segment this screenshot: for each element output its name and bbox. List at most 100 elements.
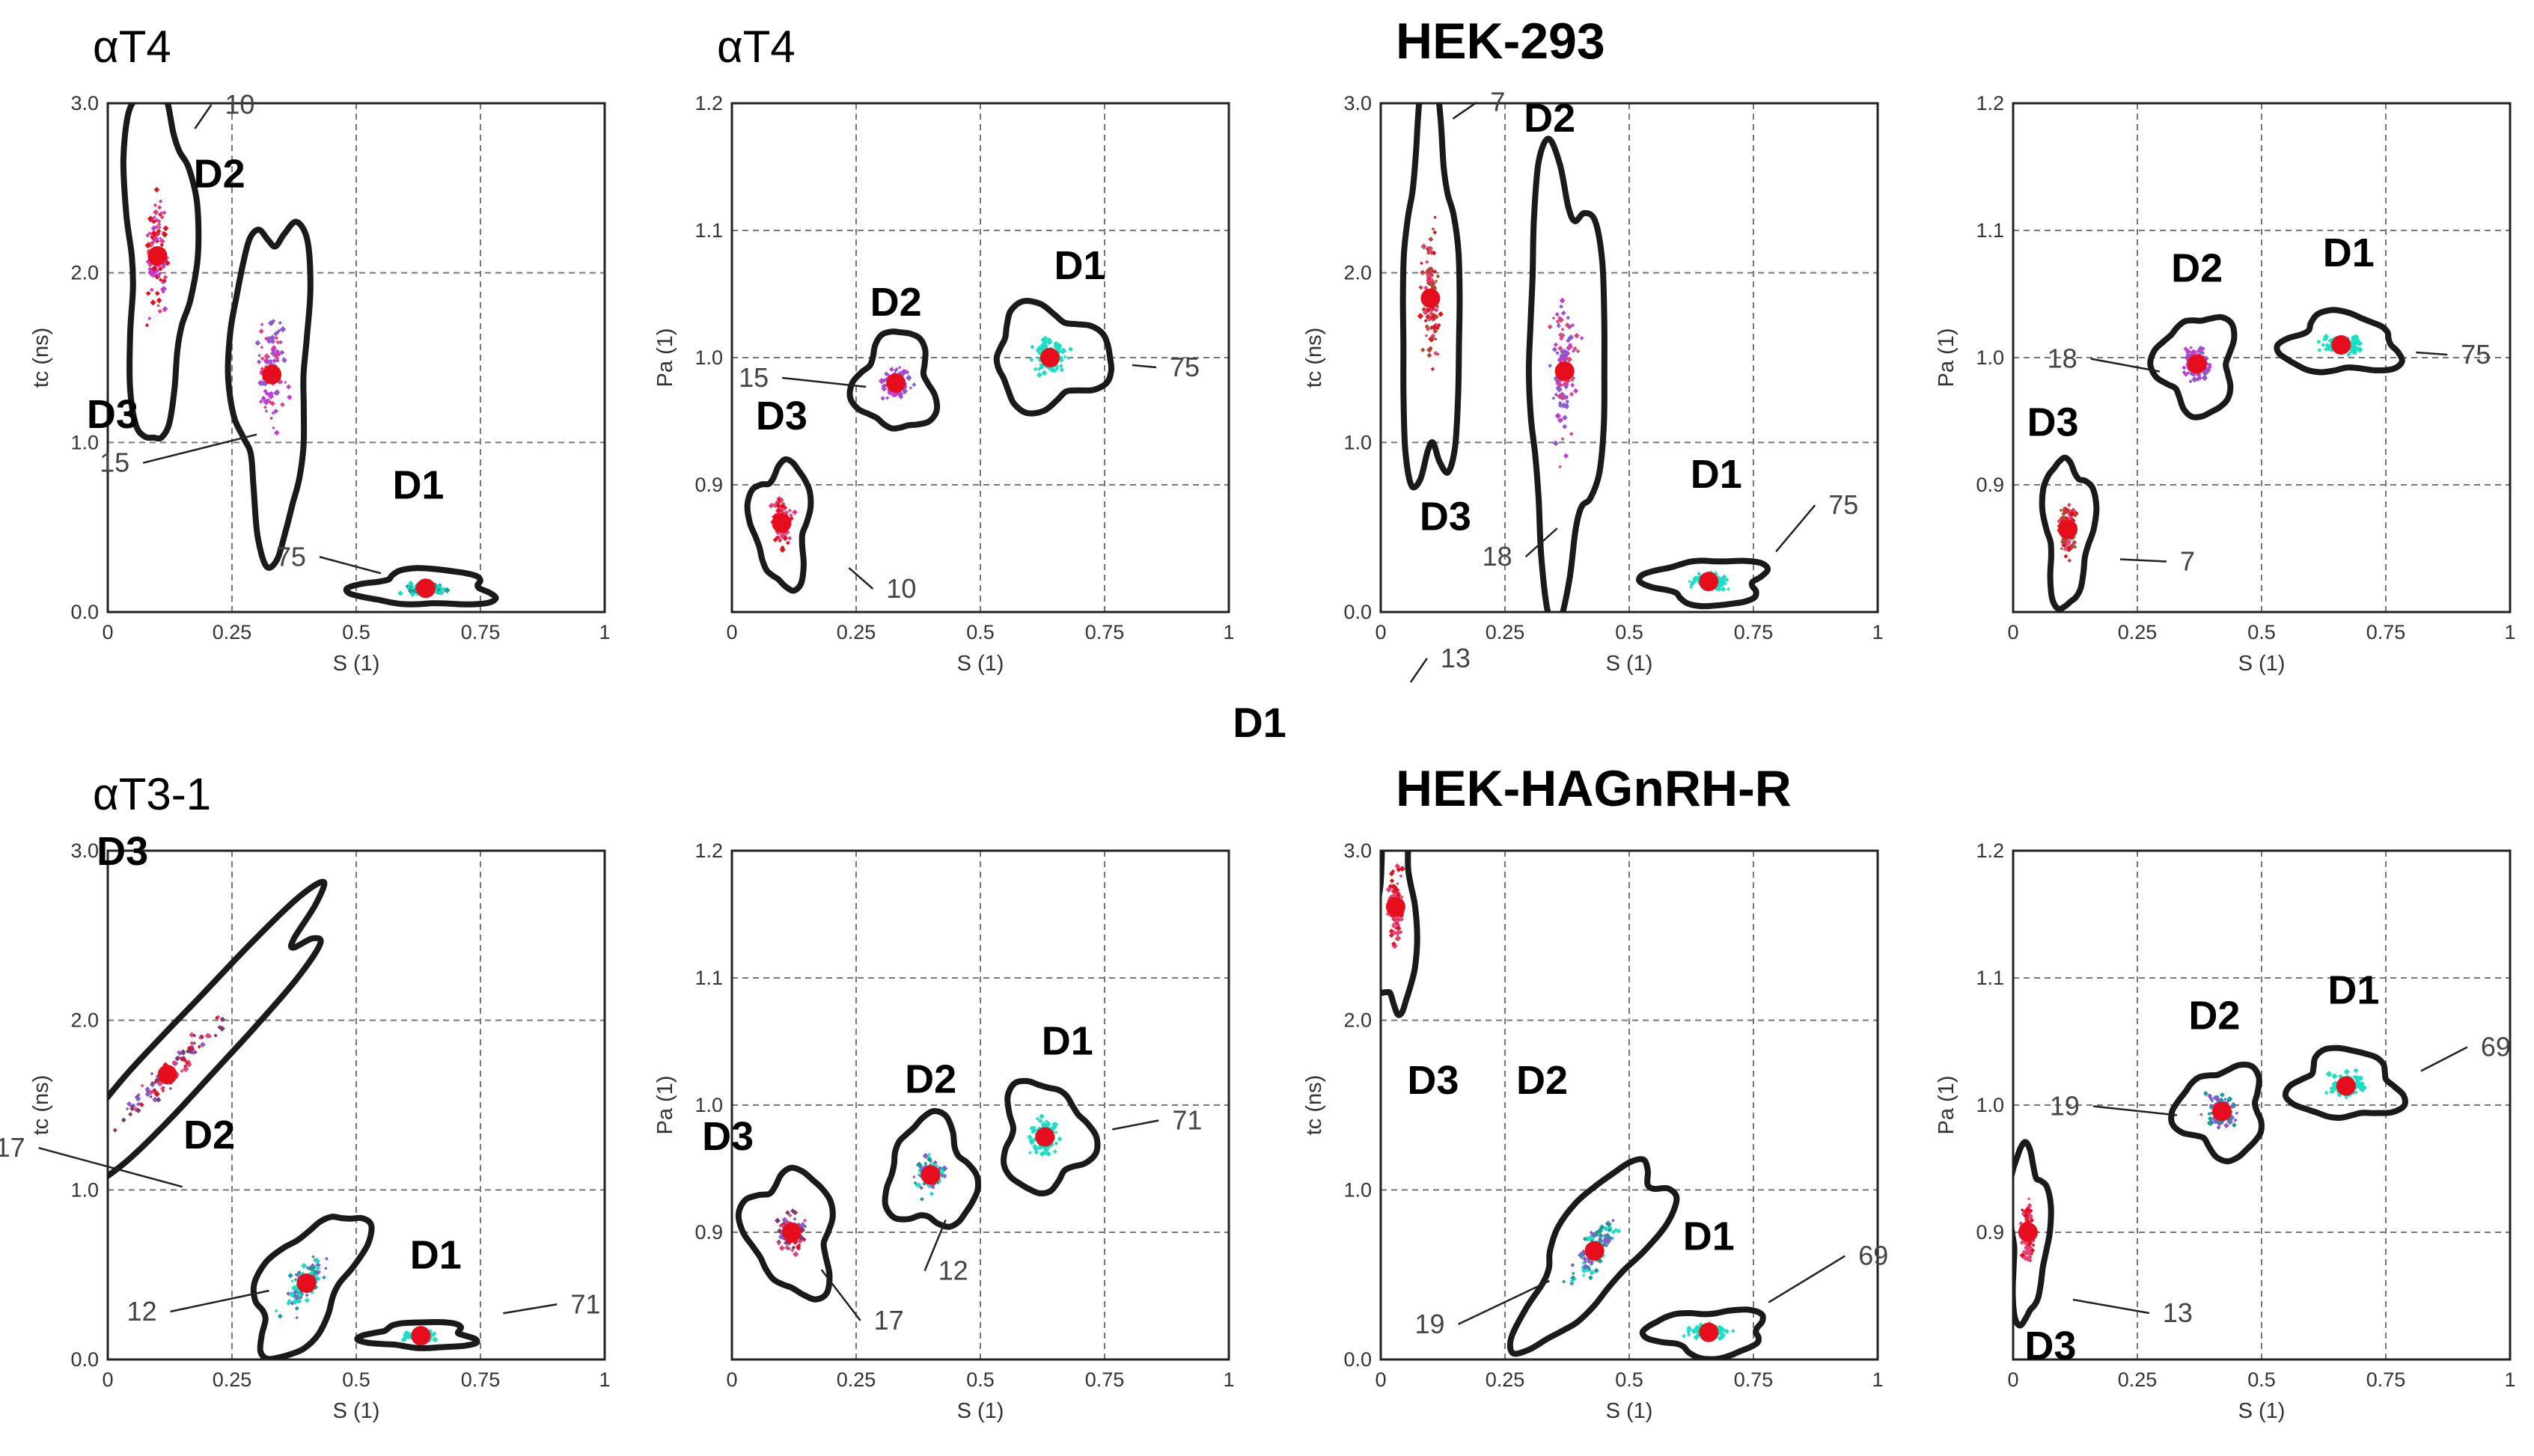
cluster-count: 75 (1828, 489, 1858, 520)
y-tick-label: 1.2 (1976, 839, 2004, 862)
data-point (916, 1161, 923, 1168)
cluster-outline-d3 (2039, 454, 2100, 612)
x-tick-label: 1 (2504, 1368, 2515, 1391)
y-tick-label: 1.0 (70, 1178, 99, 1201)
data-point (1557, 400, 1563, 406)
data-point (1720, 1332, 1727, 1339)
data-point (145, 233, 150, 238)
data-point (881, 383, 888, 389)
data-point (290, 1279, 294, 1283)
data-point (278, 340, 284, 345)
centroid-d3 (2018, 1223, 2038, 1242)
data-point (1553, 440, 1559, 447)
cluster-outline-d2 (250, 1214, 375, 1359)
data-point (260, 356, 265, 361)
cluster-label-d3: D3 (97, 829, 148, 874)
data-point (1055, 364, 1059, 369)
data-point (1041, 1121, 1047, 1128)
data-point (263, 405, 267, 409)
cluster-count: 75 (2461, 339, 2491, 370)
data-point (274, 1309, 278, 1313)
x-tick-label: 0 (2007, 621, 2018, 643)
data-point (153, 203, 158, 208)
data-point (1558, 403, 1563, 409)
data-point (1433, 215, 1437, 219)
centroid-d1 (1699, 572, 1719, 592)
data-point (1571, 1271, 1575, 1276)
cluster-count: 10 (225, 89, 254, 120)
group-title: αT4 (717, 22, 796, 72)
cluster-label-d3: D3 (2027, 400, 2079, 445)
data-point (152, 215, 156, 220)
data-point (1551, 346, 1558, 352)
data-point (2325, 1071, 2333, 1077)
count-leader-line (2416, 351, 2448, 356)
data-point (1565, 399, 1570, 404)
data-point (1560, 327, 1565, 331)
data-point (1718, 583, 1724, 587)
data-point (2352, 1074, 2356, 1079)
count-leader-line (170, 1289, 269, 1313)
data-point (273, 429, 280, 436)
cluster-label-d1: D1 (1042, 1019, 1093, 1064)
cluster-outline-d3 (120, 103, 202, 442)
count-leader-line (820, 1269, 861, 1321)
data-point (256, 359, 262, 364)
cluster-label-d2: D2 (2188, 994, 2240, 1039)
data-point (204, 1033, 211, 1039)
data-point (2230, 1101, 2236, 1107)
data-point (2029, 1217, 2035, 1223)
data-point (268, 359, 272, 364)
cluster-label-d3: D3 (702, 1114, 754, 1159)
panel-4: 0 0.25 0.5 0.75 1 0.9 1.0 1.1 1.2 S (1) Pa (1) D3 7 D… (1935, 92, 2516, 676)
cluster-outline-d2 (225, 218, 314, 571)
data-point (1562, 1279, 1566, 1284)
data-point (162, 306, 168, 312)
data-point (789, 513, 793, 518)
plot-area (744, 298, 1115, 594)
data-point (2331, 1073, 2338, 1080)
data-point (2333, 1086, 2336, 1091)
data-point (314, 1258, 320, 1264)
data-point (159, 242, 165, 248)
x-tick-label: 1 (1872, 621, 1883, 643)
centroid-d3 (772, 513, 792, 533)
cluster-count: 69 (1858, 1241, 1888, 1271)
data-point (1566, 356, 1572, 363)
cluster-count: 75 (1170, 352, 1200, 382)
data-point (902, 388, 908, 395)
panel-8: 0 0.25 0.5 0.75 1 0.9 1.0 1.1 1.2 S (1) Pa (1) D3 13… (1935, 839, 2516, 1423)
data-point (158, 199, 163, 204)
y-tick-label: 0.0 (70, 1348, 99, 1371)
data-point (793, 1217, 797, 1221)
data-point (905, 370, 910, 375)
data-point (254, 340, 261, 346)
count-leader-line (781, 376, 867, 388)
data-point (2213, 1119, 2217, 1125)
panel-6: 0 0.25 0.5 0.75 1 0.9 1.0 1.1 1.2 S (1) Pa (1) D3 17… (653, 839, 1235, 1423)
x-tick-label: 1 (1872, 1368, 1883, 1391)
data-point (780, 545, 785, 550)
cluster-count: 18 (1483, 541, 1512, 572)
data-point (324, 1266, 328, 1270)
x-tick-label: 0.25 (1486, 621, 1525, 643)
data-point (1420, 261, 1423, 266)
y-tick-label: 1.0 (694, 1094, 723, 1116)
data-point (785, 1210, 790, 1216)
data-point (2188, 379, 2193, 384)
cluster-count: 71 (570, 1288, 600, 1319)
data-point (1424, 334, 1429, 337)
count-leader-line (142, 433, 257, 464)
centroid-d2 (921, 1165, 941, 1185)
data-point (2231, 1122, 2237, 1128)
data-point (1611, 1218, 1615, 1223)
data-point (2199, 1113, 2203, 1117)
x-tick-label: 0 (726, 621, 737, 643)
data-point (1693, 1334, 1700, 1341)
data-point (1037, 1119, 1043, 1124)
data-point (1052, 1149, 1057, 1154)
y-tick-label: 2.0 (70, 1009, 99, 1032)
centroid-d1 (1699, 1322, 1719, 1342)
data-point (1579, 336, 1584, 340)
cluster-outline-d2 (2147, 313, 2238, 420)
